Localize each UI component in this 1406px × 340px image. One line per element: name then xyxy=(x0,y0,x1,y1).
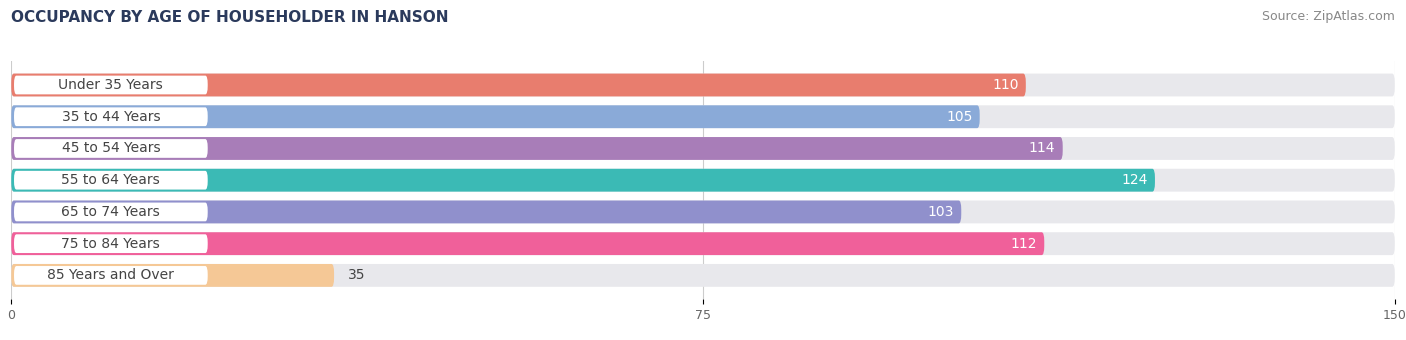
Text: 75 to 84 Years: 75 to 84 Years xyxy=(62,237,160,251)
Text: 35 to 44 Years: 35 to 44 Years xyxy=(62,110,160,124)
FancyBboxPatch shape xyxy=(11,169,1395,192)
FancyBboxPatch shape xyxy=(14,75,208,95)
Text: 55 to 64 Years: 55 to 64 Years xyxy=(62,173,160,187)
FancyBboxPatch shape xyxy=(11,232,1395,255)
FancyBboxPatch shape xyxy=(11,264,1395,287)
FancyBboxPatch shape xyxy=(11,201,1395,223)
Text: 124: 124 xyxy=(1121,173,1147,187)
FancyBboxPatch shape xyxy=(11,232,1045,255)
FancyBboxPatch shape xyxy=(14,234,208,253)
FancyBboxPatch shape xyxy=(11,201,962,223)
FancyBboxPatch shape xyxy=(11,105,980,128)
FancyBboxPatch shape xyxy=(14,171,208,190)
FancyBboxPatch shape xyxy=(14,266,208,285)
Text: Source: ZipAtlas.com: Source: ZipAtlas.com xyxy=(1261,10,1395,23)
Text: 112: 112 xyxy=(1011,237,1036,251)
Text: 110: 110 xyxy=(993,78,1018,92)
FancyBboxPatch shape xyxy=(14,203,208,221)
FancyBboxPatch shape xyxy=(11,105,1395,128)
FancyBboxPatch shape xyxy=(11,264,335,287)
FancyBboxPatch shape xyxy=(11,73,1395,97)
Text: Under 35 Years: Under 35 Years xyxy=(59,78,163,92)
Text: 45 to 54 Years: 45 to 54 Years xyxy=(62,141,160,155)
FancyBboxPatch shape xyxy=(11,137,1063,160)
FancyBboxPatch shape xyxy=(11,73,1026,97)
Text: 85 Years and Over: 85 Years and Over xyxy=(48,268,174,283)
FancyBboxPatch shape xyxy=(14,139,208,158)
Text: 35: 35 xyxy=(347,268,366,283)
FancyBboxPatch shape xyxy=(11,137,1395,160)
Text: OCCUPANCY BY AGE OF HOUSEHOLDER IN HANSON: OCCUPANCY BY AGE OF HOUSEHOLDER IN HANSO… xyxy=(11,10,449,25)
Text: 103: 103 xyxy=(928,205,953,219)
Text: 105: 105 xyxy=(946,110,973,124)
FancyBboxPatch shape xyxy=(14,107,208,126)
Text: 114: 114 xyxy=(1029,141,1056,155)
FancyBboxPatch shape xyxy=(11,169,1154,192)
Text: 65 to 74 Years: 65 to 74 Years xyxy=(62,205,160,219)
